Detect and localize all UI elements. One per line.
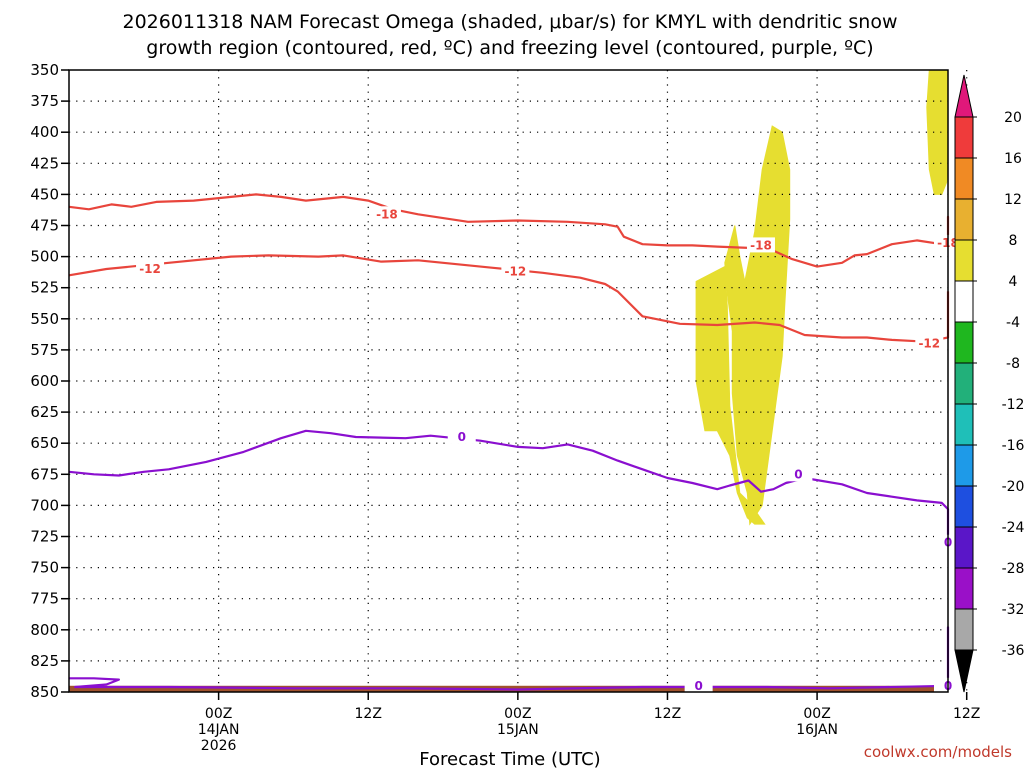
colorbar-label-11: -28: [1002, 561, 1024, 577]
colorbar-label-7: -12: [1002, 397, 1024, 413]
colorbar-bottom-arrow: [954, 649, 974, 693]
colorbar-swatch-4: [954, 280, 974, 323]
y-tick-label-850: 850: [30, 683, 59, 701]
grid-lines: [69, 70, 968, 692]
y-tick-label-625: 625: [30, 403, 59, 421]
contour-label-dendritic_-12C-2: -12: [918, 337, 940, 351]
contour-label-freezing_0C_lower-0: 0: [694, 679, 702, 693]
colorbar-label-4: 4: [1009, 274, 1018, 290]
chart-title-line-2: growth region (contoured, red, ºC) and f…: [146, 37, 873, 59]
colorbar-label-12: -32: [1002, 602, 1024, 618]
y-tick-label-425: 425: [30, 154, 59, 172]
contour-label-bg-freezing_0C_upper-1: [784, 466, 813, 482]
colorbar-label-6: -8: [1006, 356, 1020, 372]
chart-title-line-1: 2026011318 NAM Forecast Omega (shaded, μ…: [122, 11, 897, 33]
contour-label-freezing_0C_upper-0: 0: [458, 430, 466, 444]
y-tick-label-450: 450: [30, 185, 59, 203]
x-tick-label-54-0: 00Z: [803, 706, 830, 722]
colorbar-label-10: -24: [1002, 520, 1024, 536]
x-tick-label-6-0: 00Z: [205, 706, 232, 722]
colorbar-swatch-5: [954, 321, 974, 364]
y-tick-label-700: 700: [30, 496, 59, 514]
colorbar-label-9: -20: [1002, 479, 1024, 495]
x-tick-label-54-1: 16JAN: [796, 722, 838, 738]
y-axis: 350 375 400 425 450 475 500 525 550 575 600 625 650 6…: [30, 61, 69, 701]
colorbar-top-arrow: [954, 74, 974, 118]
y-tick-label-525: 525: [30, 279, 59, 297]
y-tick-label-350: 350: [30, 61, 59, 79]
x-axis: 00Z14JAN202612Z00Z15JAN12Z00Z16JAN12Z00Z…: [198, 692, 980, 754]
contour-label-freezing_0C_upper-1: 0: [794, 467, 802, 481]
omega-shading-region-1: [724, 125, 791, 526]
contour-label-dendritic_-12C-1: -12: [505, 265, 527, 279]
y-tick-label-750: 750: [30, 559, 59, 577]
credit-text: coolwx.com/models: [864, 743, 1012, 761]
colorbar-label-13: -36: [1002, 643, 1024, 659]
colorbar-label-3: 8: [1009, 233, 1018, 249]
y-tick-label-725: 725: [30, 528, 59, 546]
colorbar-swatch-0: [954, 116, 974, 159]
y-tick-label-400: 400: [30, 123, 59, 141]
colorbar-swatch-9: [954, 485, 974, 528]
colorbar-swatch-10: [954, 526, 974, 569]
colorbar-swatch-2: [954, 198, 974, 241]
contour-label-bg-dendritic_-12C-1: [501, 263, 530, 279]
colorbar-swatch-3: [954, 239, 974, 282]
x-axis-label: Forecast Time (UTC): [419, 749, 600, 768]
colorbar-swatch-7: [954, 403, 974, 446]
colorbar-swatch-6: [954, 362, 974, 405]
x-tick-label-30-1: 15JAN: [497, 722, 539, 738]
colorbar-label-5: -4: [1006, 315, 1020, 331]
x-tick-label-66-0: 12Z: [953, 706, 980, 722]
x-tick-label-30-0: 00Z: [504, 706, 531, 722]
colorbar-swatch-11: [954, 567, 974, 610]
contour-label-bg-dendritic_-18C-1: [746, 237, 775, 253]
contour-label-bg-freezing_0C_lower-0: [684, 677, 713, 693]
x-tick-label-18-0: 12Z: [355, 706, 382, 722]
contour-label-dendritic_-18C-0: -18: [376, 207, 398, 221]
y-tick-label-500: 500: [30, 248, 59, 266]
contour-label-dendritic_-18C-1: -18: [750, 238, 772, 252]
contour-label-bg-dendritic_-12C-0: [136, 261, 165, 277]
colorbar-label-8: -16: [1002, 438, 1024, 454]
y-tick-label-475: 475: [30, 217, 59, 235]
x-tick-label-6-1: 14JAN: [198, 722, 240, 738]
y-tick-label-800: 800: [30, 621, 59, 639]
y-tick-label-575: 575: [30, 341, 59, 359]
y-tick-label-600: 600: [30, 372, 59, 390]
x-tick-label-42-0: 12Z: [654, 706, 681, 722]
contour-label-bg-freezing_0C_upper-0: [447, 428, 476, 444]
colorbar-swatch-1: [954, 157, 974, 200]
y-tick-label-550: 550: [30, 310, 59, 328]
omega-shading-region-0: [695, 265, 766, 525]
colorbar-swatch-8: [954, 444, 974, 487]
contour-label-bg-dendritic_-12C-2: [915, 335, 944, 351]
y-tick-label-775: 775: [30, 590, 59, 608]
y-tick-label-650: 650: [30, 434, 59, 452]
chart-title: 2026011318 NAM Forecast Omega (shaded, μ…: [122, 11, 897, 59]
x-tick-label-6-2: 2026: [201, 738, 237, 754]
y-tick-label-375: 375: [30, 92, 59, 110]
colorbar-swatch-12: [954, 608, 974, 651]
contour-label-bg-dendritic_-18C-0: [372, 206, 401, 222]
colorbar-label-1: 16: [1004, 151, 1022, 167]
colorbar-label-0: 20: [1004, 110, 1022, 126]
y-tick-label-825: 825: [30, 652, 59, 670]
colorbar: 20 16 12 8 4 -4 -8 -12 -16 -20 -24 -28 -32 -36: [954, 74, 1024, 693]
colorbar-label-2: 12: [1004, 192, 1022, 208]
contour-label-dendritic_-12C-0: -12: [139, 262, 161, 276]
y-tick-label-675: 675: [30, 465, 59, 483]
